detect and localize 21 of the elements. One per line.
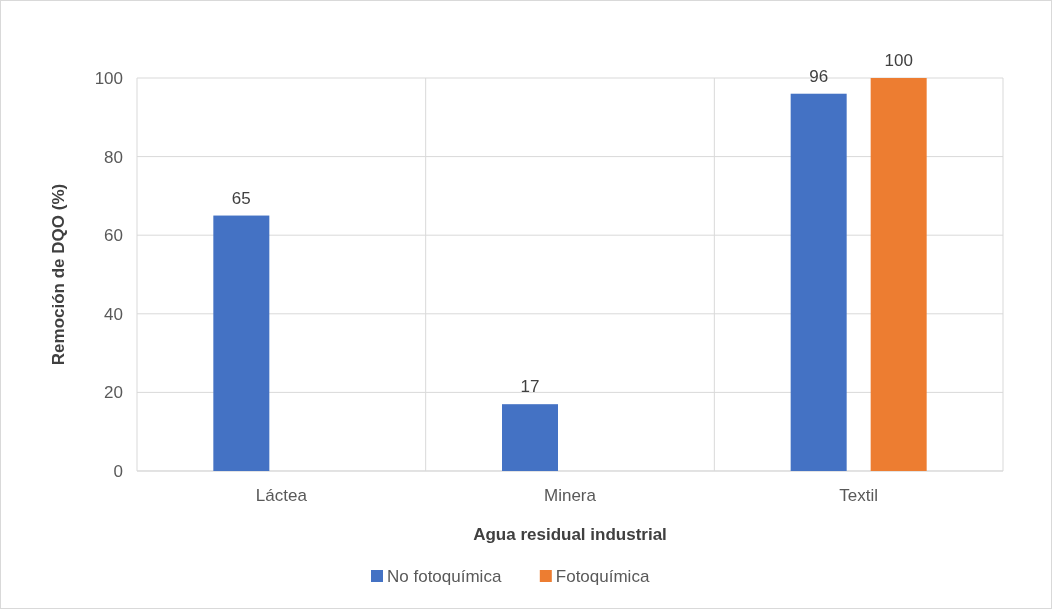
data-label: 100 <box>884 51 913 70</box>
data-label: 96 <box>809 66 829 86</box>
x-tick-label: Minera <box>544 486 597 505</box>
y-tick-label: 100 <box>94 68 123 88</box>
bar <box>502 404 558 471</box>
bar <box>213 215 270 471</box>
x-tick-label: Láctea <box>255 486 308 505</box>
y-tick-label: 20 <box>104 383 123 403</box>
legend-label: No fotoquímica <box>387 566 502 586</box>
bar <box>870 78 927 471</box>
data-label: 65 <box>231 188 251 208</box>
y-tick-label: 60 <box>104 226 123 246</box>
x-tick-label: Textil <box>839 486 879 505</box>
y-tick-label: 40 <box>104 304 123 324</box>
y-tick-label: 0 <box>113 461 123 481</box>
y-tick-label: 80 <box>104 147 123 167</box>
bar <box>790 93 847 471</box>
legend-label: Fotoquímica <box>555 566 650 586</box>
y-axis-title: Remoción de DQO (%) <box>49 183 68 366</box>
x-axis-title: Agua residual industrial <box>473 525 667 544</box>
data-label: 17 <box>520 377 540 397</box>
